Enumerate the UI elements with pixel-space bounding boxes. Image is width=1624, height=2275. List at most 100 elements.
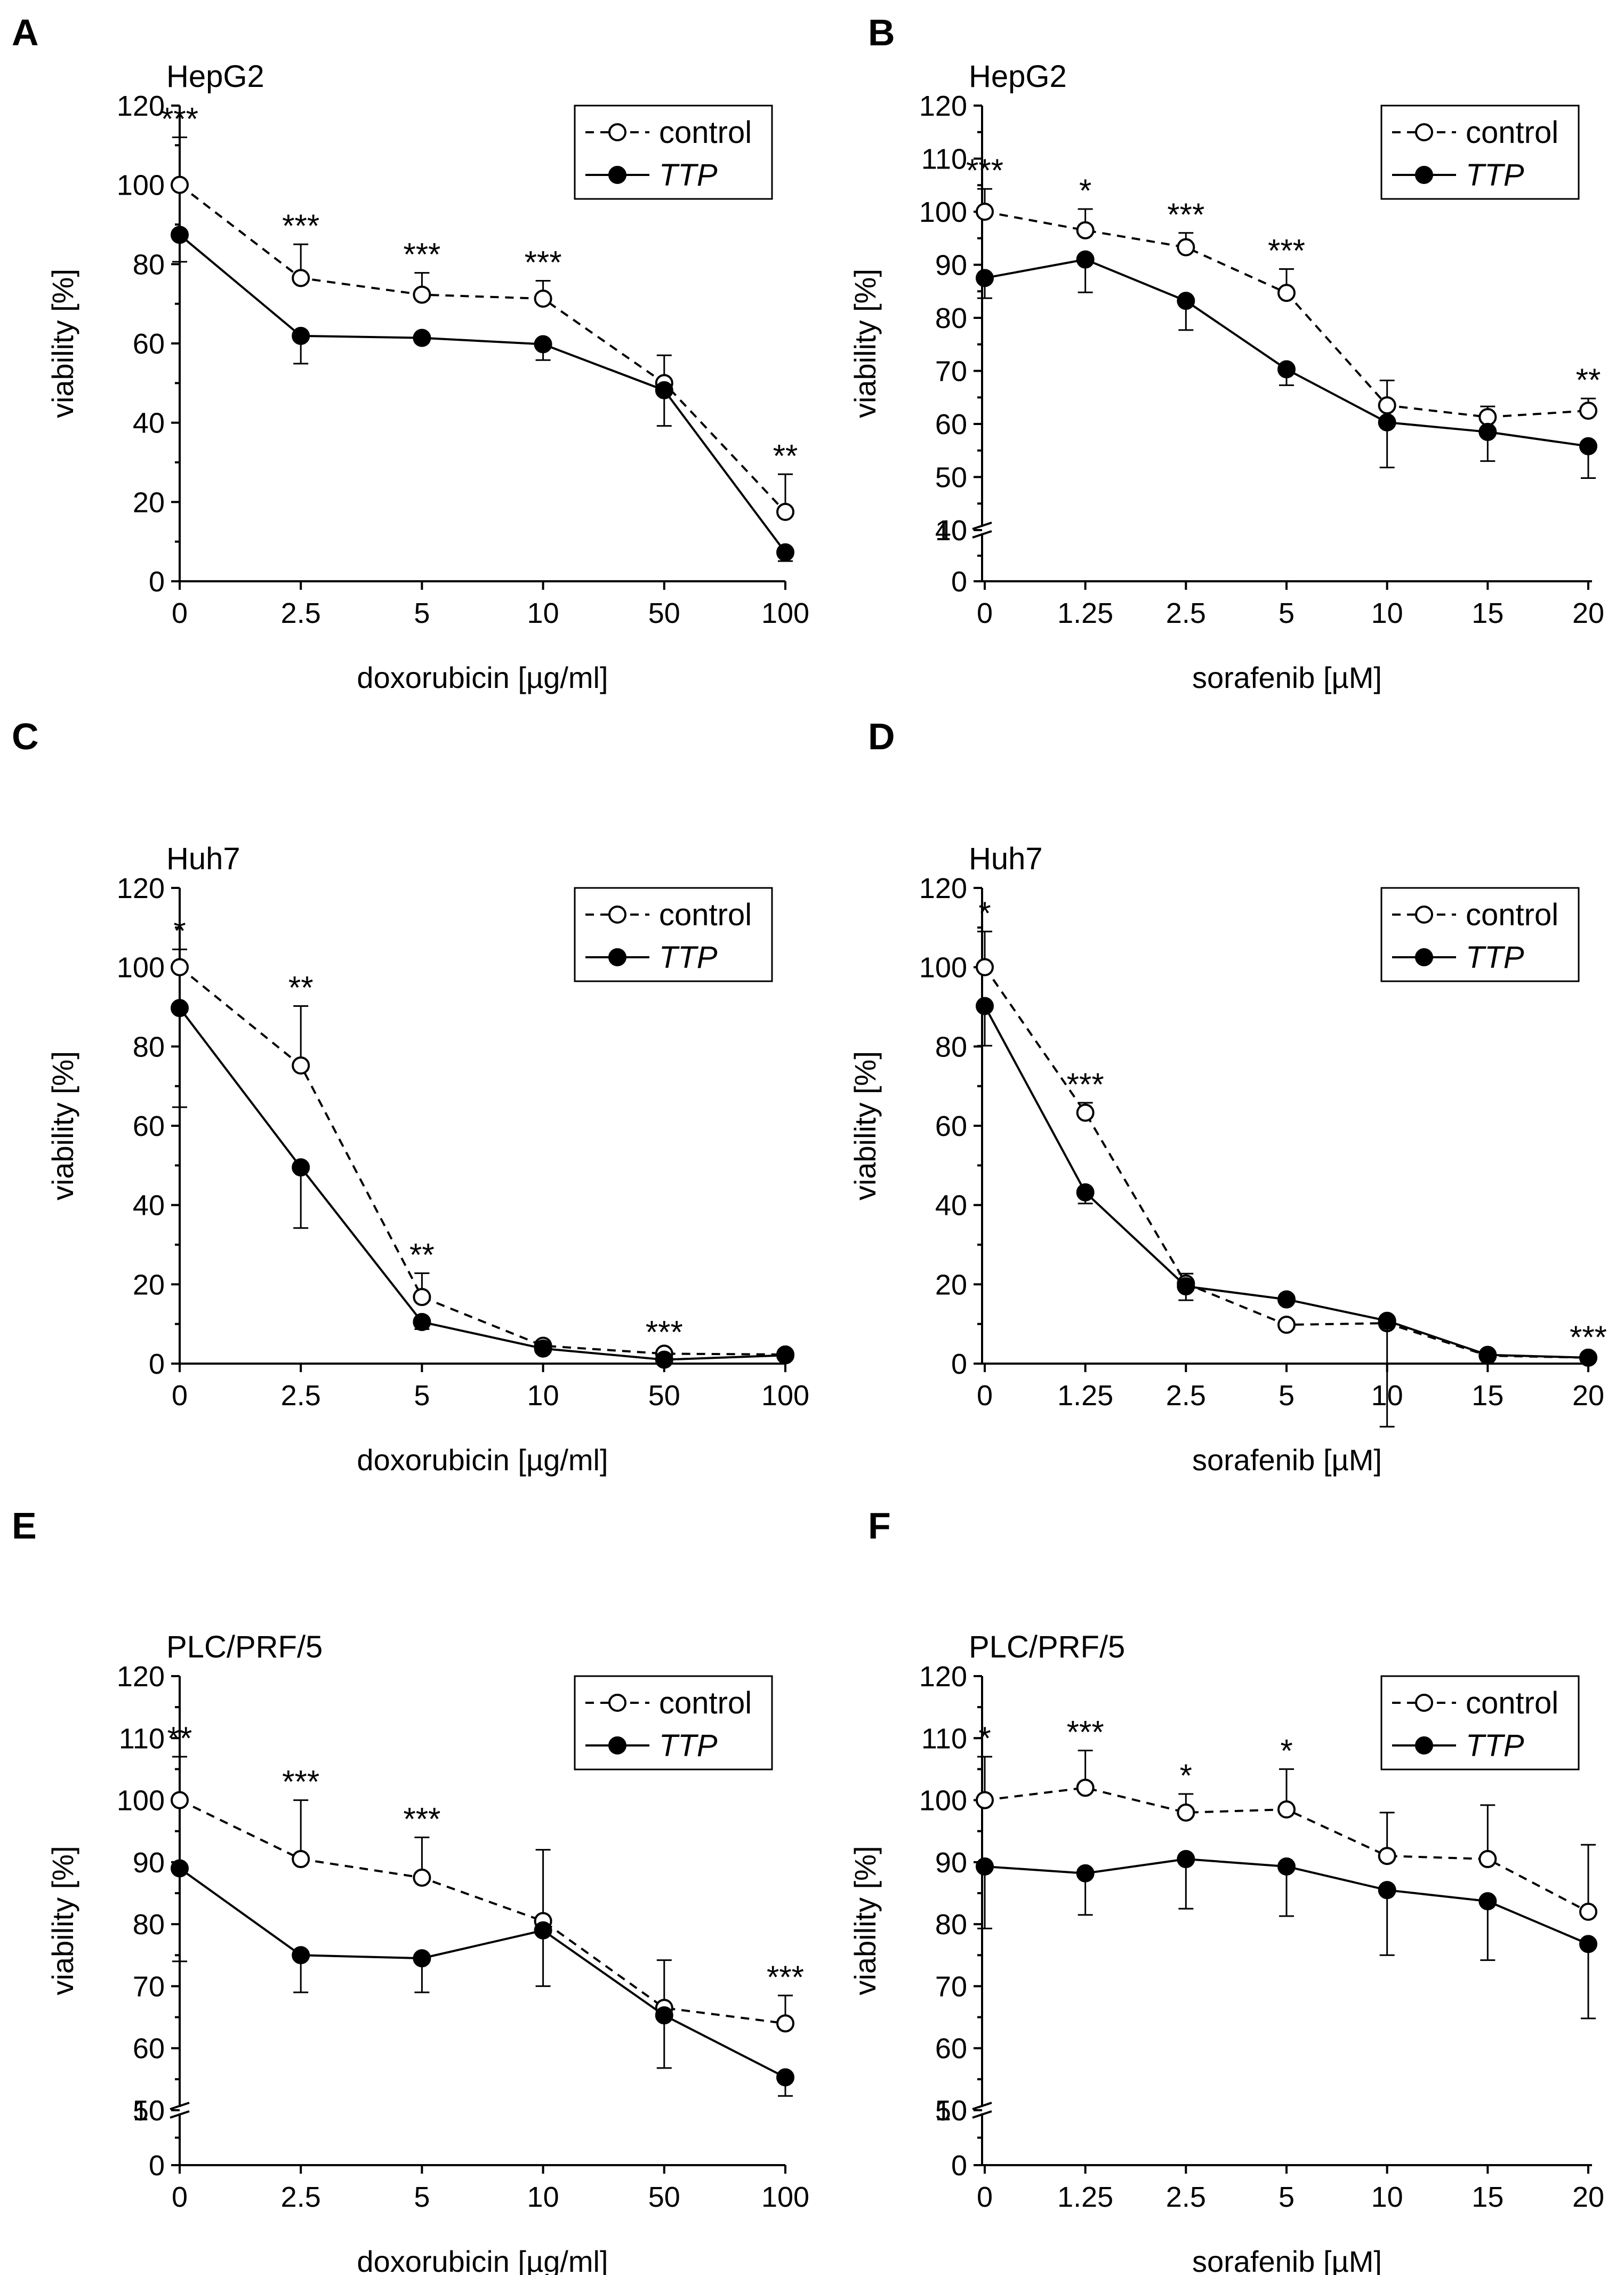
data-point-control: [976, 958, 994, 976]
y-axis-title: viability [%]: [46, 269, 79, 418]
legend-label-ttp: TTP: [1466, 158, 1524, 193]
y-tick-label: 60: [935, 408, 967, 440]
y-tick-label: 100: [117, 1785, 165, 1817]
axis-break-mark: [170, 2110, 190, 2119]
y-tick-label: 120: [117, 90, 165, 122]
x-axis-title: doxorubicin [µg/ml]: [357, 2245, 608, 2275]
x-tick-label: 5: [414, 597, 430, 629]
data-point-ttp: [292, 326, 310, 345]
significance-label: **: [773, 438, 798, 474]
legend-marker: [608, 948, 626, 966]
y-tick-label: 90: [935, 250, 967, 282]
x-tick-label: 100: [761, 597, 809, 629]
y-tick-label: 60: [133, 1110, 165, 1142]
x-tick-label: 5: [1279, 1380, 1295, 1412]
legend-label-control: control: [659, 898, 752, 932]
y-tick-label: 80: [133, 1909, 165, 1941]
y-tick-label: 120: [919, 1661, 967, 1693]
legend-label-control: control: [1466, 1686, 1558, 1720]
x-tick-label: 10: [527, 597, 559, 629]
chart-title: HepG2: [969, 59, 1067, 94]
chart-title: PLC/PRF/5: [166, 1630, 323, 1664]
y-tick-label: 120: [919, 90, 967, 122]
data-point-ttp: [534, 1339, 552, 1358]
series-control: [976, 1750, 1597, 1921]
legend-marker: [608, 166, 626, 184]
data-point-ttp: [655, 2006, 673, 2025]
series-line: [179, 184, 786, 513]
x-tick-label: 15: [1472, 597, 1504, 629]
significance-label: ***: [1268, 233, 1305, 268]
significance-label: ***: [403, 1801, 440, 1837]
x-tick-label: 0: [977, 1380, 993, 1412]
y-tick-label: 100: [919, 1785, 967, 1817]
axis-break-mark: [972, 2102, 992, 2110]
series-line: [179, 966, 786, 1356]
y-tick-label: 80: [935, 1031, 967, 1063]
axis-break-mark: [972, 522, 992, 530]
series-ttp: [171, 226, 794, 562]
legend-box: [574, 887, 773, 982]
y-tick-label: 10: [935, 515, 967, 547]
data-point-ttp: [1579, 437, 1597, 455]
y-tick-label: 110: [921, 143, 967, 175]
data-point-ttp: [1277, 1857, 1296, 1876]
data-point-ttp: [1177, 1850, 1195, 1869]
y-tick-label: 70: [935, 1970, 967, 2002]
data-point-ttp: [171, 226, 189, 244]
legend-marker: [1415, 906, 1433, 924]
significance-label: *: [978, 1720, 991, 1756]
significance-label: *: [1180, 1758, 1192, 1793]
data-point-ttp: [776, 543, 794, 562]
data-point-ttp: [1378, 1311, 1396, 1330]
data-point-control: [292, 1850, 310, 1869]
legend-label-ttp: TTP: [1466, 940, 1524, 975]
data-point-ttp: [534, 1921, 552, 1940]
y-tick-label: 120: [117, 872, 165, 904]
data-point-control: [1277, 1800, 1296, 1819]
y-tick-label: 70: [133, 1970, 165, 2002]
y-tick-label: 40: [935, 515, 967, 547]
data-point-ttp: [776, 1346, 794, 1365]
legend-label-control: control: [659, 1686, 752, 1720]
data-point-control: [534, 290, 552, 308]
significance-label: **: [1576, 362, 1601, 398]
significance-label: ***: [1067, 1715, 1104, 1750]
legend-box: [1380, 1675, 1580, 1771]
y-axis-title: viability [%]: [848, 269, 882, 418]
y-tick-label: 110: [119, 1723, 165, 1755]
data-point-ttp: [413, 1949, 431, 1968]
data-point-control: [1478, 1850, 1497, 1869]
legend-marker: [608, 906, 626, 924]
x-tick-label: 2.5: [1166, 1380, 1206, 1412]
x-tick-label: 20: [1572, 2181, 1604, 2213]
series-control: [976, 188, 1597, 427]
significance-label: ***: [646, 1314, 683, 1350]
y-tick-label: 50: [935, 2095, 967, 2127]
x-tick-label: 0: [977, 2181, 993, 2213]
panel-letter: B: [868, 12, 895, 53]
legend-marker: [1415, 123, 1433, 141]
legend-label-control: control: [1466, 115, 1558, 150]
y-tick-label: 10: [133, 2095, 165, 2127]
y-tick-label: 100: [117, 952, 165, 984]
y-tick-label: 120: [117, 1661, 165, 1693]
y-tick-label: 0: [951, 566, 967, 598]
significance-label: ***: [966, 153, 1003, 188]
significance-label: ***: [1167, 197, 1204, 233]
significance-label: **: [409, 1237, 435, 1273]
significance-label: ***: [767, 1959, 804, 1995]
data-point-control: [1579, 1902, 1597, 1921]
x-tick-label: 0: [172, 1380, 188, 1412]
data-point-ttp: [292, 1158, 310, 1177]
legend-box: [1380, 887, 1580, 982]
x-tick-label: 5: [1279, 597, 1295, 629]
data-point-ttp: [413, 329, 431, 347]
data-point-ttp: [534, 335, 552, 354]
series-line: [179, 1007, 786, 1361]
data-point-control: [776, 502, 794, 521]
legend-label-control: control: [1466, 898, 1558, 932]
data-point-ttp: [1378, 413, 1396, 432]
data-point-ttp: [1378, 1881, 1396, 1900]
